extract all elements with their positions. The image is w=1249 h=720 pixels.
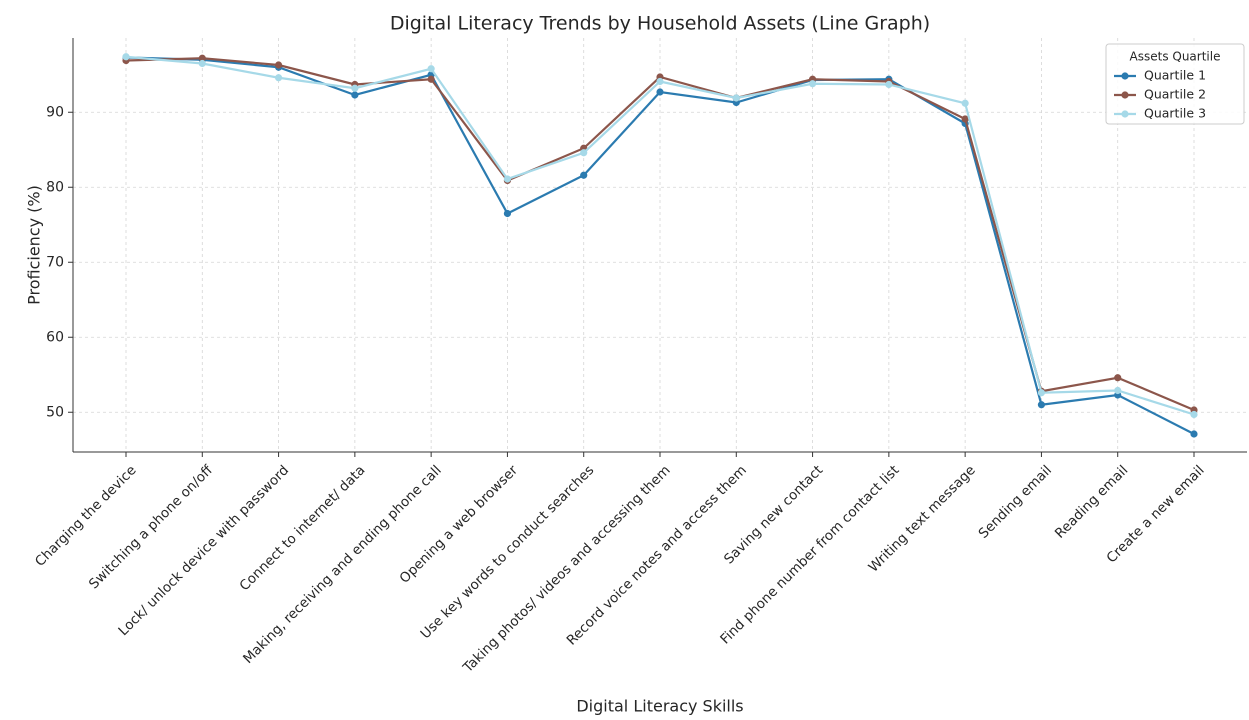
data-point	[1114, 374, 1122, 382]
x-tick-label: Lock/ unlock device with password	[115, 462, 292, 639]
data-point	[580, 171, 588, 179]
data-point	[351, 91, 359, 99]
data-point	[427, 65, 435, 73]
legend-box	[1105, 43, 1245, 125]
legend-swatch-marker	[1121, 72, 1129, 80]
data-point	[274, 74, 283, 82]
y-axis-label: Proficiency (%)	[25, 185, 44, 305]
data-point	[961, 115, 969, 123]
data-point	[1037, 389, 1046, 397]
series-line	[125, 56, 1195, 435]
data-point	[885, 80, 893, 89]
chart-title: Digital Literacy Trends by Household Ass…	[390, 13, 930, 35]
data-point	[503, 209, 512, 218]
data-point	[1114, 386, 1122, 395]
y-tick-label: 50	[46, 404, 64, 420]
y-tick-label: 80	[46, 179, 64, 195]
legend-label: Quartile 3	[1144, 106, 1206, 121]
data-point	[274, 61, 283, 69]
legend-label: Quartile 1	[1144, 68, 1206, 83]
data-point	[427, 75, 435, 83]
data-point	[503, 175, 512, 183]
x-axis-label: Digital Literacy Skills	[576, 697, 743, 716]
legend-swatch-marker	[1121, 110, 1129, 118]
data-point	[122, 53, 130, 61]
data-point	[1037, 401, 1046, 409]
legend-title: Assets Quartile	[1130, 50, 1221, 64]
data-point	[1190, 410, 1198, 419]
legend-label: Quartile 2	[1144, 87, 1206, 102]
data-point	[198, 54, 206, 62]
y-tick-label: 90	[46, 104, 64, 120]
data-point	[656, 88, 664, 96]
x-tick-label: Connect to internet/ data	[237, 462, 369, 594]
y-tick-label: 70	[46, 254, 64, 270]
x-tick-label: Reading email	[1052, 462, 1131, 541]
data-point	[732, 94, 740, 102]
x-tick-label: Switching a phone on/off	[86, 462, 216, 592]
legend-swatch-marker	[1121, 91, 1129, 99]
data-point	[961, 99, 969, 107]
x-tick-label: Use key words to conduct searches	[417, 462, 597, 642]
y-tick-label: 60	[46, 329, 64, 345]
data-point	[656, 77, 664, 86]
data-point	[198, 59, 206, 68]
data-point	[1190, 430, 1198, 438]
data-point	[808, 80, 817, 88]
data-point	[580, 149, 588, 157]
x-tick-label: Sending email	[976, 462, 1055, 541]
data-point	[351, 84, 359, 92]
